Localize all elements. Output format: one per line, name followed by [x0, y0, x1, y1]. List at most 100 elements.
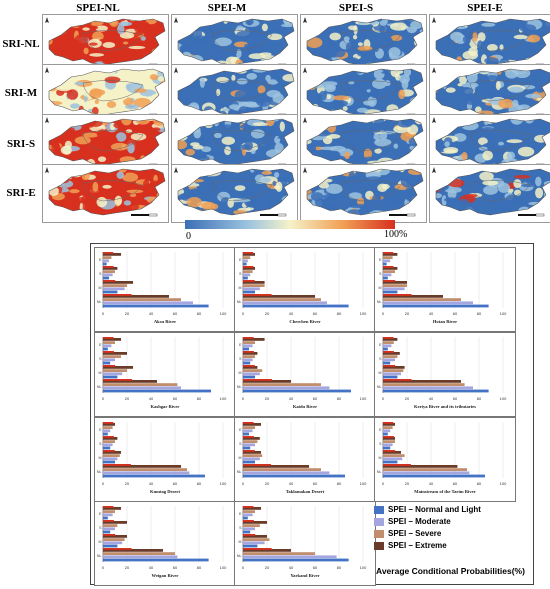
- x-tick-label: 80: [337, 396, 342, 401]
- bar-nl-1: [383, 471, 470, 475]
- category-label: NL: [237, 300, 242, 304]
- category-label: M: [99, 371, 102, 375]
- category-label: M: [239, 456, 242, 460]
- bar-nl-0: [243, 558, 349, 562]
- bar-m-2: [243, 369, 263, 372]
- bar-nl-3: [243, 549, 291, 552]
- bar-m-0: [103, 544, 118, 548]
- bar-s-2: [383, 270, 395, 273]
- probability-map: [171, 64, 298, 123]
- x-tick-label: 80: [197, 565, 202, 570]
- bar-nl-1: [103, 301, 193, 305]
- x-tick-label: 20: [265, 565, 270, 570]
- bar-highlight: [243, 351, 254, 353]
- bar-e-2: [103, 510, 115, 513]
- bar-e-2: [243, 256, 251, 259]
- category-label: NL: [97, 300, 102, 304]
- bar-s-0: [383, 361, 391, 365]
- bar-nl-3: [103, 380, 157, 383]
- legend-label: SPEI – Moderate: [388, 517, 451, 526]
- bar-highlight: [243, 534, 256, 536]
- legend-label: SPEI – Severe: [388, 529, 442, 538]
- x-tick-label: 0: [102, 311, 105, 316]
- north-arrow-icon: [303, 167, 307, 173]
- bar-m-2: [383, 284, 407, 287]
- category-label: M: [239, 371, 242, 375]
- legend-item-extreme: SPEI – Extreme: [374, 541, 447, 550]
- x-tick-label: 0: [102, 565, 105, 570]
- colorbar-gradient: [185, 220, 395, 229]
- bar-s-3: [103, 267, 118, 270]
- probability-map: [171, 164, 298, 223]
- bar-m-3: [243, 366, 258, 369]
- bar-e-3: [243, 338, 265, 341]
- x-tick-label: 80: [197, 481, 202, 486]
- category-label: S: [99, 357, 102, 361]
- bar-e-1: [383, 259, 391, 263]
- north-arrow-icon: [45, 167, 49, 173]
- probability-map: [42, 14, 169, 73]
- bar-m-2: [103, 454, 120, 457]
- bar-m-0: [383, 290, 398, 294]
- river-panel: 0 20 40 60 80 100 E S M NL Kashgar River: [94, 332, 236, 417]
- bar-e-0: [383, 262, 387, 266]
- category-label: M: [99, 286, 102, 290]
- bar-nl-2: [103, 383, 178, 386]
- bar-highlight: [243, 548, 272, 550]
- bar-nl-0: [383, 474, 485, 478]
- bar-e-1: [103, 429, 111, 433]
- bar-m-3: [243, 535, 267, 538]
- bar-m-2: [383, 454, 405, 457]
- bar-highlight: [383, 280, 396, 282]
- row-header-sri-m: SRI-M: [4, 87, 38, 99]
- north-arrow-icon: [45, 67, 49, 73]
- panel-title: Aksu River: [154, 319, 176, 324]
- probability-map: [429, 164, 550, 223]
- north-arrow-icon: [174, 17, 178, 23]
- bar-s-3: [243, 521, 267, 524]
- x-tick-label: 20: [125, 481, 130, 486]
- bar-e-1: [243, 259, 248, 263]
- north-arrow-icon: [432, 67, 436, 73]
- bar-s-0: [103, 276, 109, 280]
- bar-s-3: [103, 352, 127, 355]
- x-tick-label: 60: [173, 396, 178, 401]
- river-panel: 0 20 40 60 80 100 E S M NL Kumtag Desert: [94, 417, 236, 502]
- bar-e-2: [383, 426, 393, 429]
- category-label: E: [239, 343, 242, 347]
- bar-e-2: [103, 426, 113, 429]
- row-header-sri-e: SRI-E: [6, 187, 36, 199]
- bar-m-1: [243, 457, 260, 461]
- bar-nl-1: [243, 386, 330, 390]
- bar-m-0: [383, 375, 398, 379]
- probability-map: [42, 114, 169, 173]
- bar-m-1: [383, 372, 401, 376]
- x-tick-label: 40: [149, 311, 154, 316]
- x-tick-label: 20: [405, 311, 410, 316]
- category-label: E: [379, 343, 382, 347]
- bar-s-2: [103, 440, 115, 443]
- panel-title: Taklamakan Desert: [286, 489, 325, 494]
- bar-nl-2: [383, 298, 461, 301]
- bar-e-1: [103, 513, 113, 517]
- x-tick-label: 40: [289, 311, 294, 316]
- panel-title: Mainstream of the Tarim River: [414, 489, 475, 494]
- category-label: S: [99, 526, 102, 530]
- bar-nl-3: [383, 380, 461, 383]
- bar-e-3: [383, 338, 398, 341]
- legend-swatch: [374, 517, 384, 526]
- x-tick-label: 20: [405, 396, 410, 401]
- bar-s-1: [383, 358, 395, 362]
- bar-highlight: [103, 548, 132, 550]
- north-arrow-icon: [432, 17, 436, 23]
- x-tick-label: 60: [173, 311, 178, 316]
- x-tick-label: 40: [149, 481, 154, 486]
- legend-swatch: [374, 541, 384, 550]
- x-tick-label: 100: [500, 311, 507, 316]
- bar-highlight: [383, 436, 394, 438]
- north-arrow-icon: [303, 117, 307, 123]
- north-arrow-icon: [432, 167, 436, 173]
- bar-highlight: [103, 379, 133, 381]
- panel-title: Keriya River and its tributaries: [414, 404, 476, 409]
- bar-m-3: [103, 451, 121, 454]
